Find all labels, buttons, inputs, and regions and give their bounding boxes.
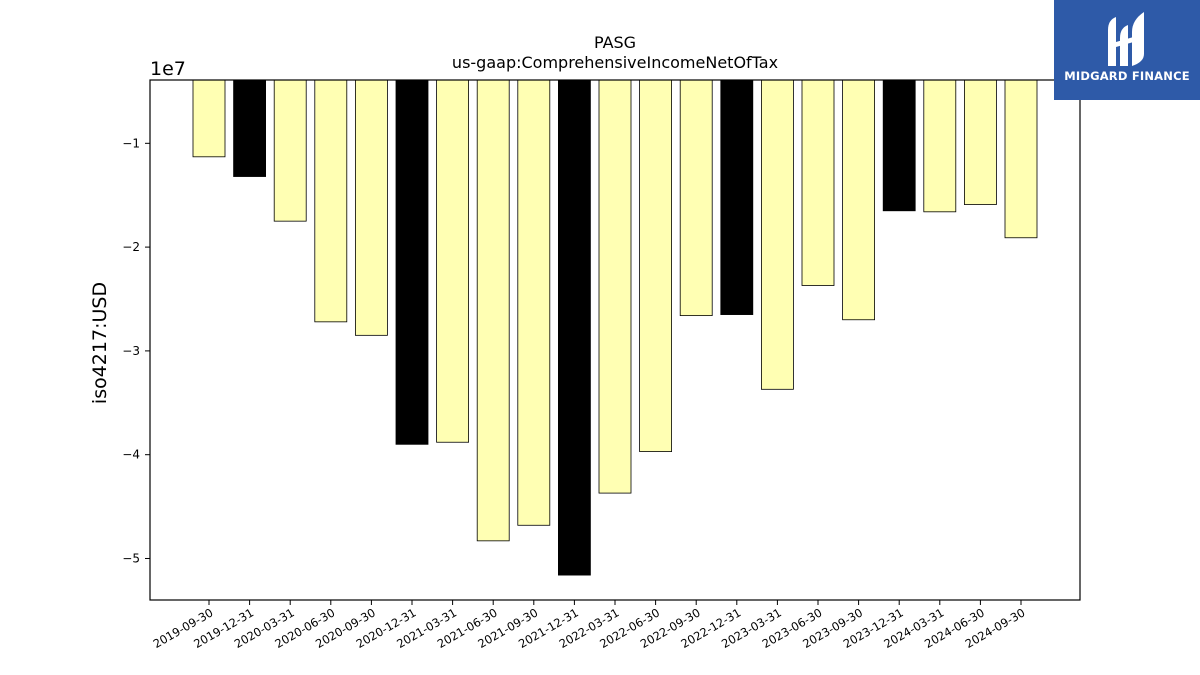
midgard-logo-icon <box>1108 12 1144 66</box>
y-tick-label: −2 <box>122 240 140 254</box>
bar-2021-12-31 <box>558 79 591 576</box>
x-axis-ticks: 2019-09-302019-12-312020-03-312020-06-30… <box>151 600 1028 651</box>
y-tick-label: −3 <box>122 344 140 358</box>
logo-text: MIDGARD FINANCE <box>1064 69 1190 83</box>
bar-2024-06-30 <box>964 79 997 205</box>
bar-2023-12-31 <box>882 79 916 212</box>
bar-2022-12-31 <box>720 79 754 315</box>
y-scale-label: 1e7 <box>150 58 186 80</box>
y-tick-label: −4 <box>122 448 140 462</box>
bar-2020-06-30 <box>314 79 348 323</box>
y-axis-ticks: −1 −2 −3 −4 −5 <box>122 136 150 565</box>
bar-2022-09-30 <box>679 79 713 317</box>
bar-2020-09-30 <box>354 79 388 336</box>
bar-2024-09-30 <box>1004 79 1038 239</box>
bar-group <box>192 79 1038 576</box>
y-tick-label: −5 <box>122 551 140 565</box>
y-axis-label: iso4217:USD <box>89 282 111 404</box>
bar-2019-09-30 <box>192 79 226 158</box>
bar-2023-03-31 <box>761 79 794 390</box>
bar-2021-03-31 <box>436 79 470 443</box>
bar-2019-12-31 <box>233 79 267 177</box>
bar-2022-03-31 <box>598 79 632 494</box>
chart-subtitle: us-gaap:ComprehensiveIncomeNetOfTax <box>452 53 778 72</box>
plot-frame <box>149 79 1081 601</box>
bar-2020-12-31 <box>395 79 429 445</box>
bar-2020-03-31 <box>273 79 307 222</box>
midgard-finance-logo: MIDGARD FINANCE <box>1054 0 1200 100</box>
bar-2024-03-31 <box>923 79 957 213</box>
bar-2021-06-30 <box>476 79 510 542</box>
chart-title: PASG <box>594 33 636 52</box>
bar-2021-09-30 <box>517 79 551 526</box>
bar-2023-09-30 <box>842 79 875 321</box>
y-tick-label: −1 <box>122 136 140 150</box>
bar-2023-06-30 <box>801 79 835 286</box>
bar-2022-06-30 <box>639 79 672 452</box>
